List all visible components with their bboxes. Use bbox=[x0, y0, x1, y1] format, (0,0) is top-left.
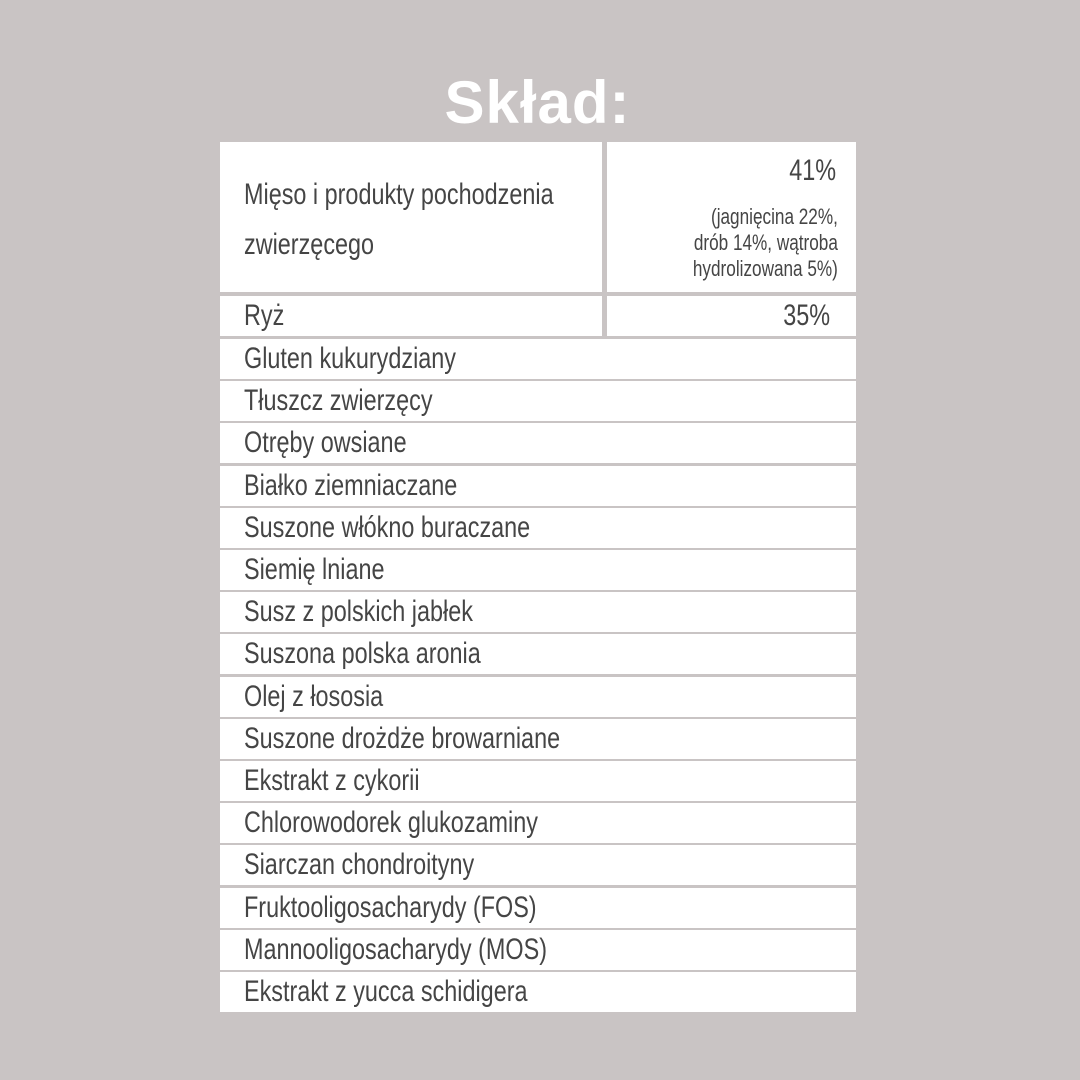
ingredient-name: Ryż bbox=[244, 299, 285, 332]
ingredient-row: Gluten kukurydziany bbox=[220, 339, 856, 379]
ingredient-name: Otręby owsiane bbox=[244, 426, 407, 460]
ingredient-name: Siemię lniane bbox=[244, 553, 385, 586]
ingredient-row: Siarczan chondroityny bbox=[220, 845, 856, 886]
percentage: 35% bbox=[783, 299, 830, 332]
detail-line: hydrolizowana 5%) bbox=[693, 256, 838, 281]
ingredient-row: Ekstrakt z yucca schidigera bbox=[220, 972, 856, 1012]
ingredient-name: zwierzęcego bbox=[244, 228, 375, 261]
ingredient-name: Białko ziemniaczane bbox=[244, 468, 458, 502]
value-cell-meat: 41% (jagnięcina 22%, drób 14%, wątroba h… bbox=[607, 142, 856, 292]
ingredient-cell-rice: Ryż bbox=[220, 296, 602, 336]
ingredient-row: Ekstrakt z cykorii bbox=[220, 761, 856, 801]
ingredient-row: Tłuszcz zwierzęcy bbox=[220, 381, 856, 422]
ingredient-row: Siemię lniane bbox=[220, 550, 856, 590]
ingredient-row: Otręby owsiane bbox=[220, 423, 856, 464]
detail-line: drób 14%, wątroba bbox=[693, 230, 838, 255]
ingredient-name: Fruktooligosacharydy (FOS) bbox=[244, 890, 537, 924]
detail-line: (jagnięcina 22%, bbox=[711, 204, 838, 229]
ingredient-row: Chlorowodorek glukozaminy bbox=[220, 803, 856, 844]
ingredient-name: Chlorowodorek glukozaminy bbox=[244, 806, 538, 840]
ingredient-name: Mięso i produkty pochodzenia bbox=[244, 178, 554, 211]
percentage: 41% bbox=[789, 154, 836, 187]
ingredient-row: Suszone włókno buraczane bbox=[220, 507, 856, 548]
ingredient-name: Suszona polska aronia bbox=[244, 637, 481, 671]
ingredient-name: Olej z łososia bbox=[244, 679, 384, 713]
ingredient-row: Suszone drożdże browarniane bbox=[220, 718, 856, 759]
ingredient-row: Fruktooligosacharydy (FOS) bbox=[220, 887, 856, 928]
ingredient-name: Susz z polskich jabłek bbox=[244, 595, 473, 629]
ingredient-name: Siarczan chondroityny bbox=[244, 848, 475, 882]
value-cell-rice: 35% bbox=[607, 296, 856, 336]
ingredient-row: Białko ziemniaczane bbox=[220, 465, 856, 506]
ingredient-name: Gluten kukurydziany bbox=[244, 342, 457, 375]
ingredient-cell-meat: Mięso i produkty pochodzenia zwierzęcego bbox=[220, 142, 602, 292]
ingredient-row: Susz z polskich jabłek bbox=[220, 592, 856, 633]
ingredient-row: Olej z łososia bbox=[220, 676, 856, 717]
ingredient-name: Mannooligosacharydy (MOS) bbox=[244, 932, 548, 966]
ingredient-name: Tłuszcz zwierzęcy bbox=[244, 384, 433, 418]
ingredient-name: Ekstrakt z yucca schidigera bbox=[244, 975, 528, 1008]
ingredient-name: Suszone drożdże browarniane bbox=[244, 721, 561, 755]
page-title: Skład: bbox=[444, 69, 631, 136]
ingredient-name: Suszone włókno buraczane bbox=[244, 510, 531, 544]
percentage-detail: (jagnięcina 22%, drób 14%, wątroba hydro… bbox=[693, 204, 838, 282]
ingredient-row: Suszona polska aronia bbox=[220, 634, 856, 675]
ingredient-name: Ekstrakt z cykorii bbox=[244, 764, 420, 797]
ingredient-row: Mannooligosacharydy (MOS) bbox=[220, 929, 856, 970]
